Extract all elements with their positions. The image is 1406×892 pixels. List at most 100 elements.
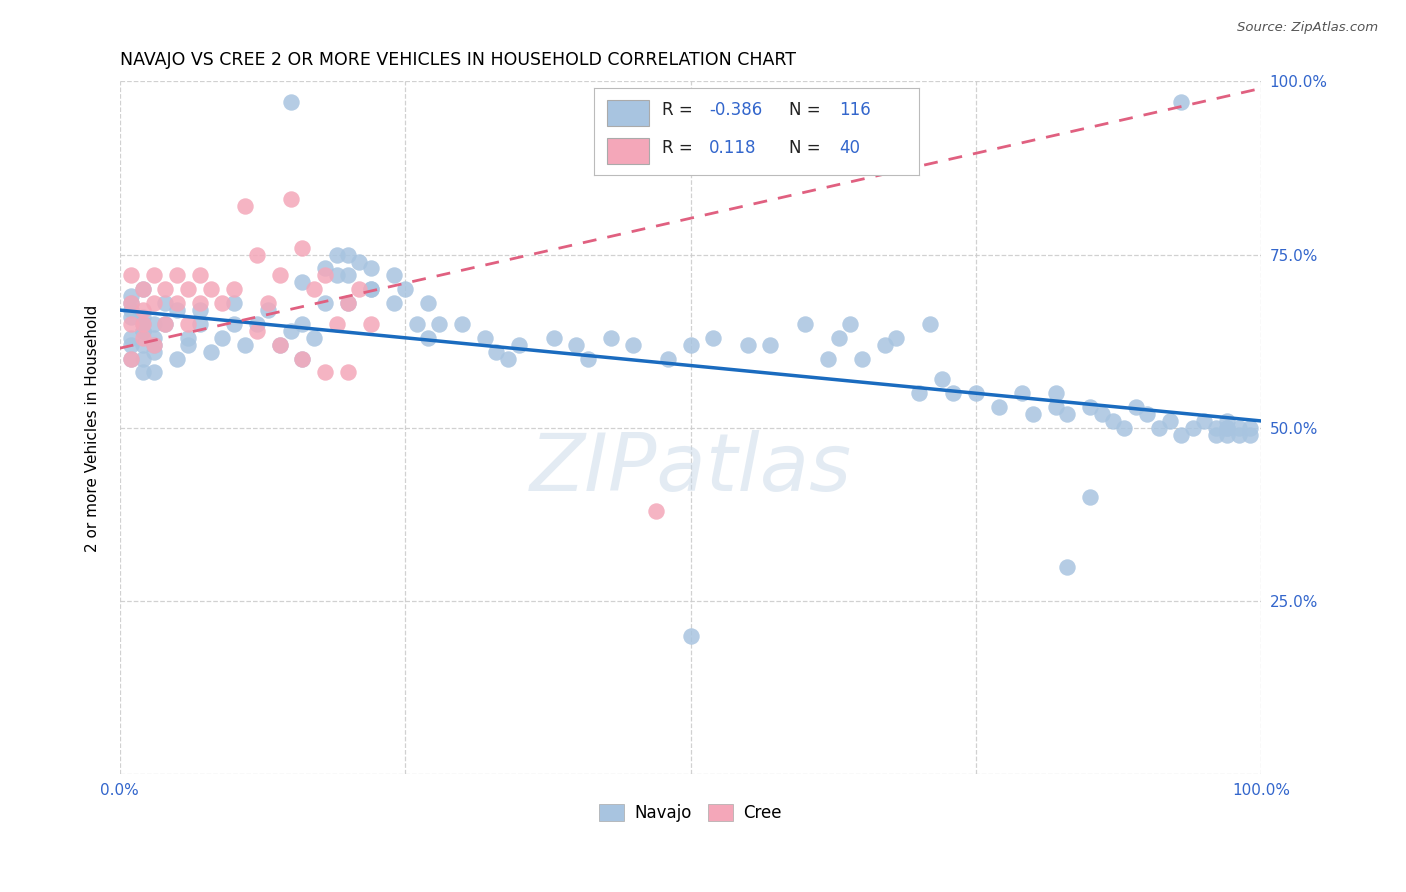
Point: [1045, 400, 1067, 414]
Point: [908, 386, 931, 401]
Point: [702, 331, 724, 345]
Point: [931, 372, 953, 386]
Point: [269, 268, 291, 283]
Point: [325, 317, 347, 331]
Point: [120, 351, 142, 366]
Text: ZIPatlas: ZIPatlas: [530, 431, 852, 508]
Point: [131, 366, 153, 380]
Point: [508, 337, 530, 351]
Point: [839, 317, 862, 331]
Point: [793, 317, 815, 331]
Point: [143, 331, 166, 345]
Point: [965, 386, 987, 401]
Point: [1227, 427, 1250, 442]
Point: [166, 268, 188, 283]
Point: [143, 366, 166, 380]
Point: [131, 317, 153, 331]
Point: [120, 351, 142, 366]
Point: [884, 331, 907, 345]
Point: [337, 296, 360, 310]
Point: [291, 317, 314, 331]
Point: [177, 331, 200, 345]
Point: [291, 351, 314, 366]
Point: [679, 337, 702, 351]
Point: [349, 282, 371, 296]
Point: [314, 268, 336, 283]
Point: [131, 337, 153, 351]
Point: [737, 337, 759, 351]
Point: [543, 331, 565, 345]
Point: [131, 310, 153, 324]
Point: [679, 629, 702, 643]
Point: [325, 268, 347, 283]
Point: [120, 296, 142, 310]
Point: [131, 324, 153, 338]
Point: [337, 247, 360, 261]
Point: [302, 331, 325, 345]
Point: [576, 351, 599, 366]
Point: [143, 296, 166, 310]
Point: [233, 337, 256, 351]
Point: [280, 95, 302, 110]
Text: Source: ZipAtlas.com: Source: ZipAtlas.com: [1237, 21, 1378, 34]
Point: [177, 282, 200, 296]
Point: [360, 317, 382, 331]
Point: [429, 317, 451, 331]
Point: [257, 303, 280, 318]
Point: [143, 337, 166, 351]
Point: [131, 351, 153, 366]
Point: [416, 331, 439, 345]
Point: [280, 192, 302, 206]
Point: [291, 241, 314, 255]
Point: [166, 303, 188, 318]
Point: [1045, 386, 1067, 401]
Point: [1239, 421, 1261, 435]
Point: [155, 317, 177, 331]
Point: [1090, 407, 1112, 421]
Point: [131, 331, 153, 345]
Point: [394, 282, 416, 296]
Point: [1078, 490, 1101, 504]
Point: [325, 247, 347, 261]
Point: [155, 296, 177, 310]
Point: [291, 351, 314, 366]
Point: [416, 296, 439, 310]
Point: [155, 282, 177, 296]
Point: [1011, 386, 1033, 401]
Point: [382, 268, 405, 283]
Point: [828, 331, 851, 345]
Point: [759, 337, 782, 351]
Point: [120, 310, 142, 324]
Point: [166, 296, 188, 310]
Point: [188, 303, 211, 318]
Point: [474, 331, 496, 345]
Point: [131, 317, 153, 331]
Point: [1147, 421, 1170, 435]
Point: [623, 337, 645, 351]
Point: [337, 296, 360, 310]
Point: [188, 296, 211, 310]
Point: [314, 296, 336, 310]
Point: [1216, 414, 1239, 428]
Point: [496, 351, 519, 366]
Point: [211, 296, 233, 310]
Point: [1159, 414, 1181, 428]
Point: [1170, 427, 1192, 442]
Point: [131, 282, 153, 296]
Point: [1022, 407, 1045, 421]
Point: [120, 337, 142, 351]
Point: [314, 366, 336, 380]
Point: [302, 282, 325, 296]
Point: [817, 351, 839, 366]
Point: [222, 282, 245, 296]
Point: [1239, 427, 1261, 442]
Point: [120, 268, 142, 283]
Point: [166, 351, 188, 366]
Point: [337, 268, 360, 283]
Point: [1181, 421, 1204, 435]
Point: [920, 317, 942, 331]
Point: [222, 317, 245, 331]
Point: [211, 331, 233, 345]
Point: [873, 337, 896, 351]
Point: [177, 337, 200, 351]
